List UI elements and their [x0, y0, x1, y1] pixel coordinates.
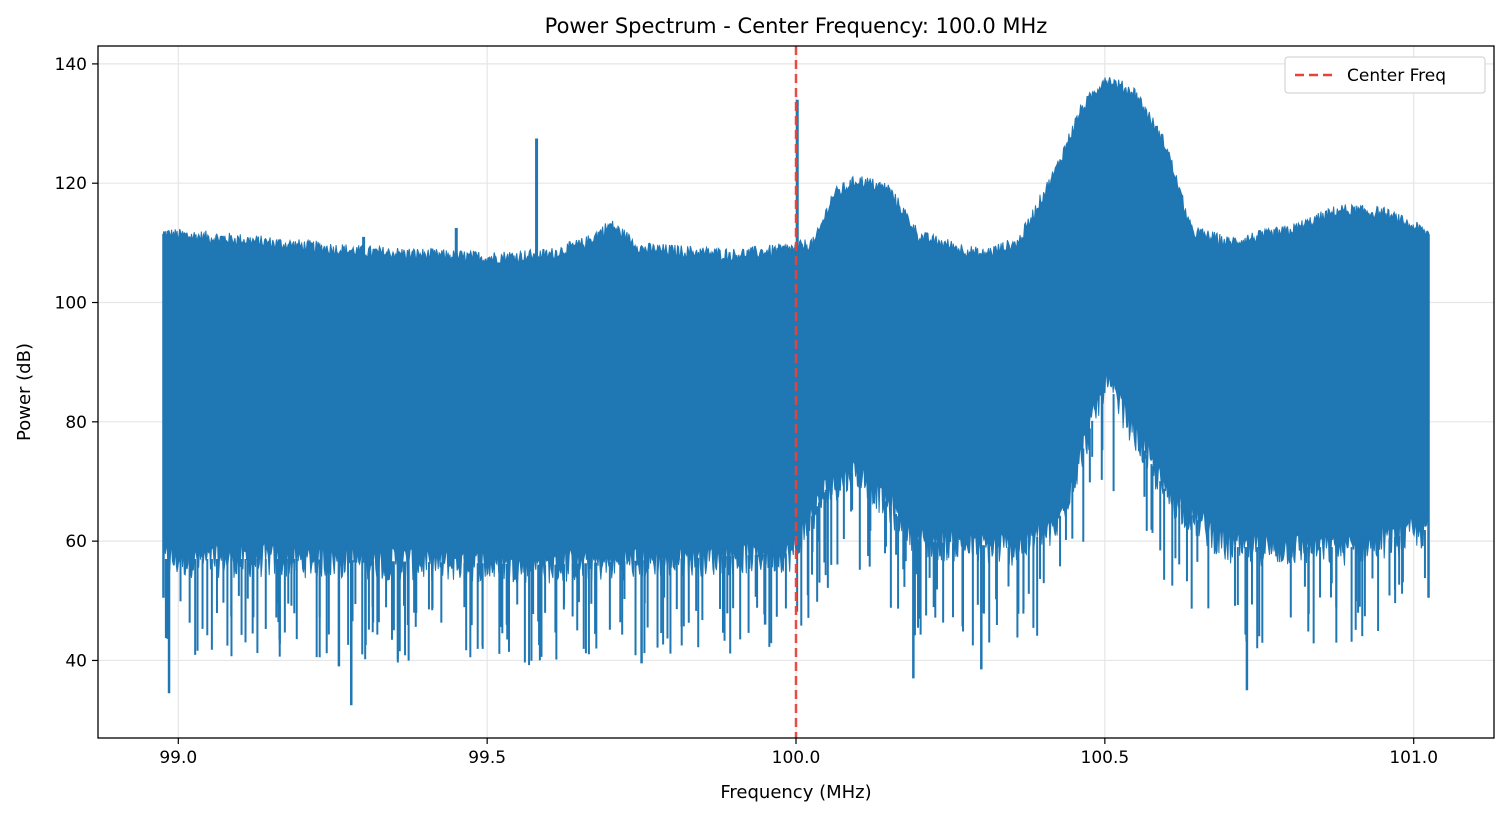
x-tick-label: 99.5: [468, 748, 506, 768]
y-axis-ticks: 40 60 80 100 120 140: [55, 55, 98, 671]
x-tick-label: 101.0: [1389, 748, 1438, 768]
x-axis-ticks: 99.0 99.5 100.0 100.5 101.0: [159, 738, 1438, 768]
spectrum-bars: [162, 233, 1430, 706]
y-tick-label: 60: [65, 532, 87, 552]
y-tick-label: 40: [65, 651, 87, 671]
y-tick-label: 80: [65, 413, 87, 433]
legend-box: [1284, 56, 1486, 94]
legend: Center Freq: [1284, 56, 1486, 94]
legend-label-center-freq: Center Freq: [1347, 66, 1446, 86]
y-tick-label: 100: [55, 294, 87, 314]
x-tick-label: 100.0: [772, 748, 821, 768]
plot-area: [162, 46, 1430, 738]
y-tick-label: 120: [55, 174, 87, 194]
y-axis-label: Power (dB): [14, 343, 35, 441]
x-tick-label: 100.5: [1081, 748, 1130, 768]
chart-title: Power Spectrum - Center Frequency: 100.0…: [545, 14, 1048, 38]
y-tick-label: 140: [55, 55, 87, 75]
x-axis-label: Frequency (MHz): [720, 782, 871, 803]
x-tick-label: 99.0: [159, 748, 197, 768]
